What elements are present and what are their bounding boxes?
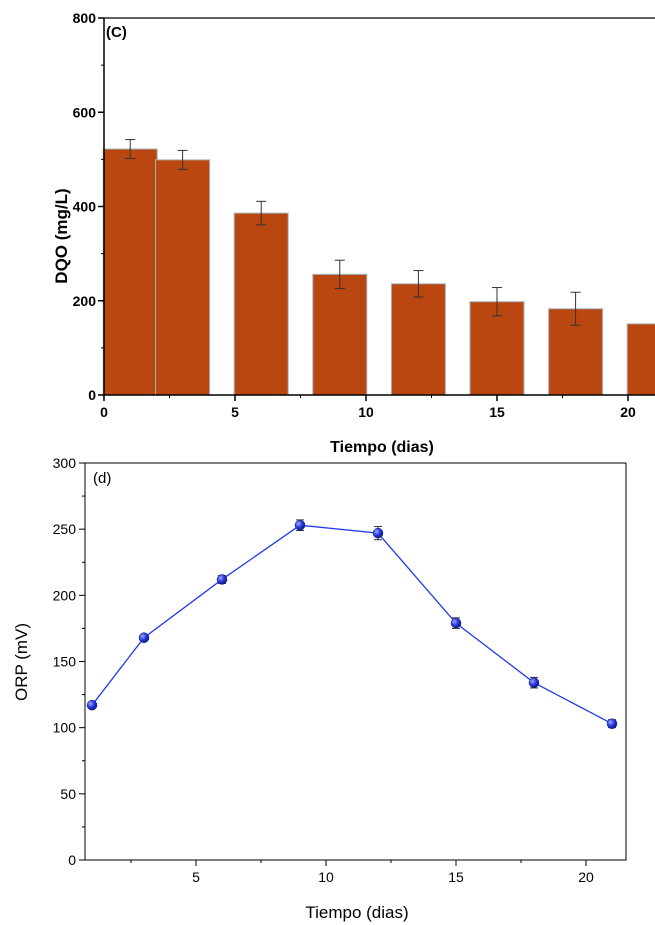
orp-y-tick-label-2: 100 bbox=[53, 720, 77, 736]
orp-y-ticks: 0 50 100 150 200 250 300 bbox=[53, 455, 85, 868]
orp-point-0 bbox=[86, 699, 98, 711]
dqo-y-tick-label-0: 0 bbox=[88, 387, 96, 403]
orp-line bbox=[91, 524, 613, 725]
dqo-y-tick-label-3: 600 bbox=[73, 104, 97, 120]
orp-x-tick-label-1: 10 bbox=[318, 869, 334, 885]
dqo-x-tick-label-4: 20 bbox=[620, 404, 636, 420]
dqo-y-tick-label-4: 800 bbox=[73, 10, 97, 26]
dqo-bar-1 bbox=[155, 159, 211, 396]
orp-panel-label: (d) bbox=[93, 470, 111, 487]
orp-point-7 bbox=[606, 718, 618, 729]
dqo-x-tick-label-1: 5 bbox=[231, 404, 239, 420]
dqo-y-ticks: 0 200 400 600 800 bbox=[73, 10, 104, 403]
dqo-x-axis-title: Tiempo (dias) bbox=[330, 439, 434, 456]
dqo-bar-0 bbox=[102, 148, 158, 396]
dqo-bars bbox=[102, 148, 655, 396]
dqo-bar-2 bbox=[233, 212, 289, 396]
orp-y-tick-label-0: 0 bbox=[68, 852, 76, 868]
dqo-bar-3 bbox=[312, 273, 368, 396]
orp-y-tick-label-5: 250 bbox=[53, 521, 77, 537]
dqo-y-axis-title: DQO (mg/L) bbox=[52, 188, 71, 283]
orp-y-tick-label-6: 300 bbox=[53, 455, 77, 471]
orp-x-ticks: 5 10 15 20 bbox=[130, 860, 594, 885]
dqo-x-tick-label-2: 10 bbox=[358, 404, 374, 420]
orp-point-6 bbox=[528, 677, 540, 688]
orp-point-4 bbox=[372, 527, 384, 539]
dqo-x-ticks: 0 5 10 15 20 bbox=[100, 395, 636, 420]
orp-x-tick-label-3: 20 bbox=[578, 869, 594, 885]
dqo-panel-label: (C) bbox=[106, 24, 127, 41]
orp-plot-frame bbox=[84, 462, 627, 861]
dqo-error-bars bbox=[125, 139, 581, 326]
orp-point-5 bbox=[450, 617, 462, 629]
orp-axes bbox=[84, 462, 627, 861]
orp-point-1 bbox=[138, 632, 150, 643]
orp-point-3 bbox=[294, 519, 306, 531]
chart-dqo: 0 5 10 15 20 0 200 400 600 800 (C) Tiempo (dias)… bbox=[52, 10, 655, 456]
dqo-bar-5 bbox=[469, 301, 525, 396]
orp-y-tick-label-3: 150 bbox=[53, 654, 77, 670]
orp-y-tick-label-1: 50 bbox=[60, 786, 76, 802]
orp-x-tick-label-0: 5 bbox=[192, 869, 200, 885]
chart-orp: 5 10 15 20 0 50 100 150 200 250 300 (d) Tiempo (d… bbox=[12, 455, 627, 922]
dqo-bar-7 bbox=[626, 323, 655, 396]
dqo-bar-4 bbox=[390, 283, 446, 396]
orp-series bbox=[86, 519, 618, 729]
orp-x-tick-label-2: 15 bbox=[448, 869, 464, 885]
orp-y-tick-label-4: 200 bbox=[53, 587, 77, 603]
dqo-x-tick-label-0: 0 bbox=[100, 404, 108, 420]
dqo-x-tick-label-3: 15 bbox=[489, 404, 505, 420]
orp-point-2 bbox=[216, 574, 228, 585]
orp-x-axis-title: Tiempo (dias) bbox=[305, 903, 408, 922]
dqo-y-tick-label-2: 400 bbox=[73, 199, 97, 215]
dqo-y-tick-label-1: 200 bbox=[73, 293, 97, 309]
orp-y-axis-title: ORP (mV) bbox=[12, 623, 31, 701]
